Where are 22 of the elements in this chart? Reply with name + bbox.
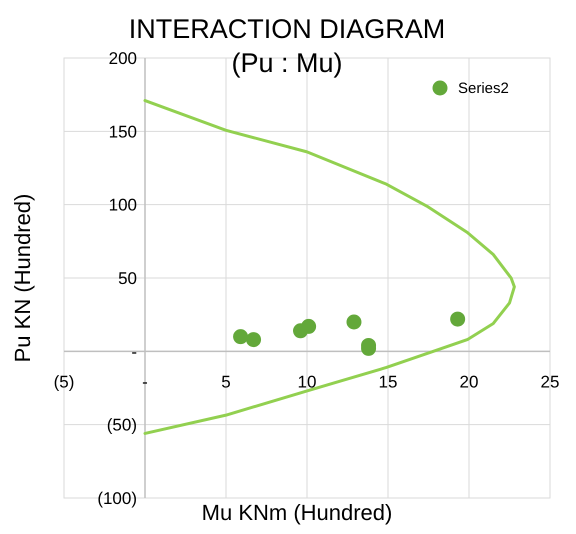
x-tick-label: 25 [540,372,560,392]
x-tick-label: 10 [298,372,316,392]
y-tick-label: 200 [108,49,137,68]
point [301,318,316,334]
line-series [144,99,516,435]
y-tick-label: 150 [108,122,137,142]
y-tick-label: - [131,342,137,362]
x-axis-title: Mu KNm (Hundred) [202,500,392,525]
legend-label: Series2 [458,80,509,97]
x-tick-label: 20 [460,372,478,392]
y-tick-label: (50) [106,416,137,435]
y-tick-label: 100 [108,196,137,215]
x-tick-label: 15 [378,372,398,392]
y-tick-label: 50 [118,269,137,288]
y-tick-label: (100) [97,489,137,508]
point [346,314,362,330]
point [233,329,248,344]
x-tick-label: (5) [54,372,74,392]
point [246,332,262,348]
x-tick-label: 5 [221,372,231,392]
point [450,312,466,327]
y-axis-title: Pu KN (Hundred) [10,194,35,362]
